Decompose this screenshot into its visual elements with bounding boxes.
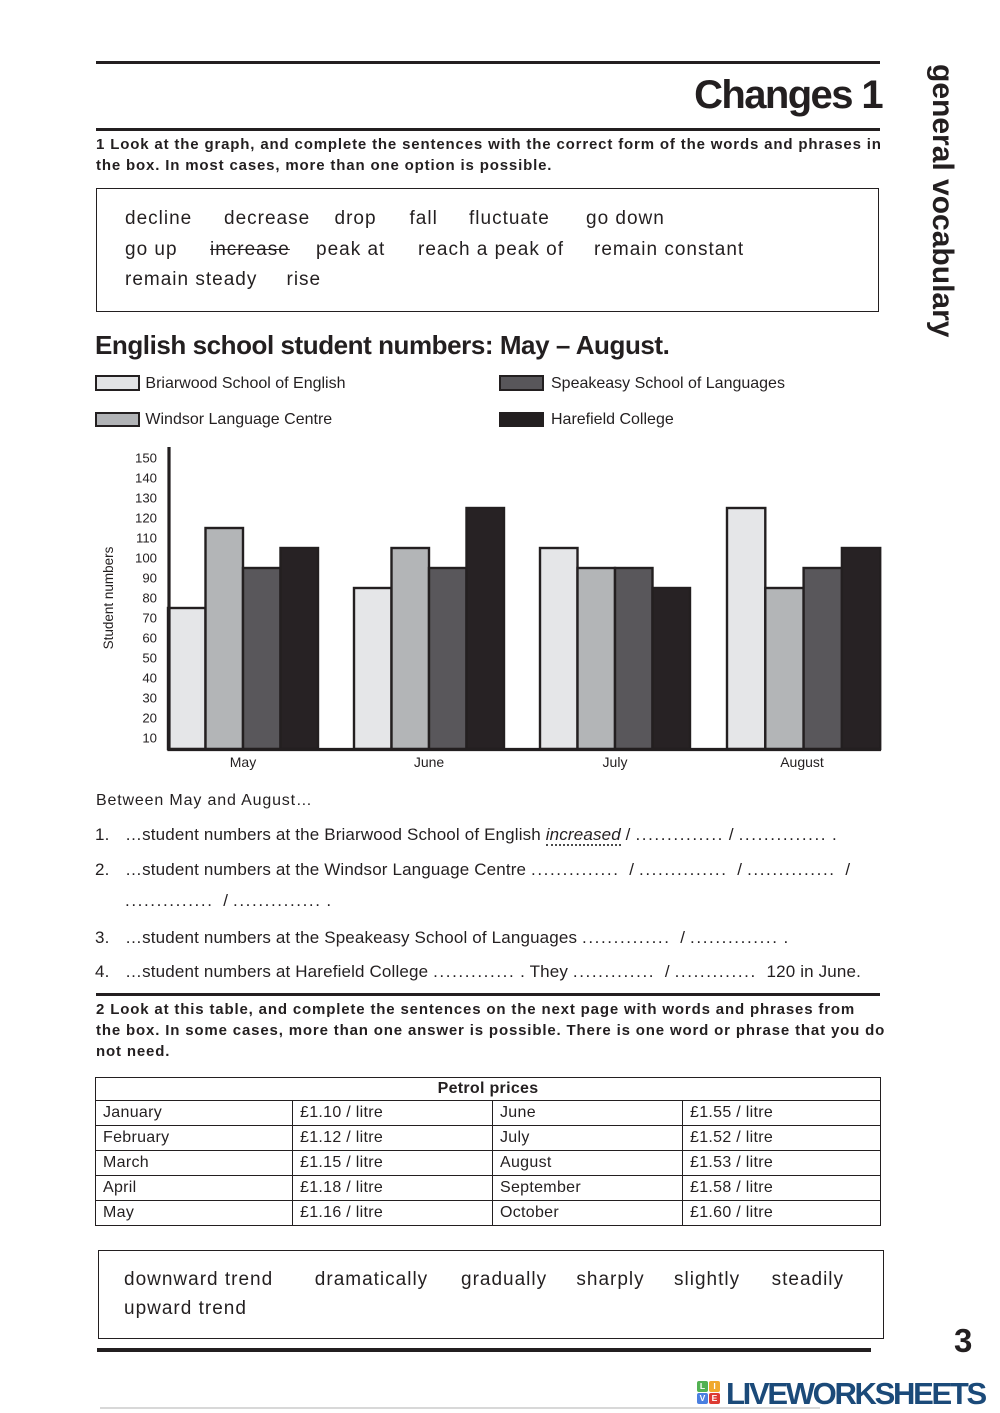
svg-text:May: May [230, 754, 256, 770]
svg-text:90: 90 [142, 571, 157, 586]
svg-text:130: 130 [135, 491, 157, 506]
svg-text:10: 10 [142, 731, 157, 746]
svg-text:Student numbers: Student numbers [101, 546, 116, 649]
svg-text:120: 120 [135, 511, 157, 526]
svg-text:70: 70 [142, 611, 157, 626]
svg-text:60: 60 [142, 631, 157, 646]
svg-text:30: 30 [142, 691, 157, 706]
svg-text:80: 80 [142, 591, 157, 606]
svg-text:August: August [780, 754, 824, 770]
svg-text:July: July [603, 754, 628, 770]
svg-text:100: 100 [135, 551, 157, 566]
svg-text:150: 150 [135, 451, 157, 466]
svg-text:40: 40 [142, 671, 157, 686]
svg-text:20: 20 [142, 711, 157, 726]
svg-text:50: 50 [142, 651, 157, 666]
svg-text:June: June [414, 754, 445, 770]
svg-text:110: 110 [136, 531, 157, 546]
svg-text:140: 140 [135, 471, 157, 486]
